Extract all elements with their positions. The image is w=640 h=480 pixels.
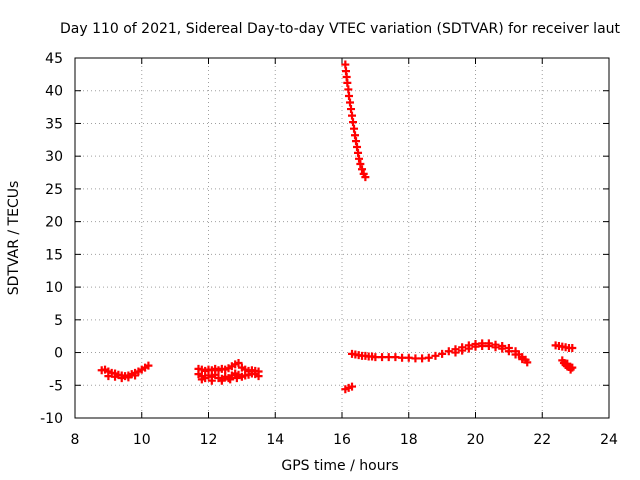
y-tick-label: 10 xyxy=(45,280,63,296)
data-point xyxy=(458,346,467,355)
data-point xyxy=(471,342,480,351)
data-point xyxy=(404,353,413,362)
chart-title: Day 110 of 2021, Sidereal Day-to-day VTE… xyxy=(60,21,621,37)
data-point xyxy=(371,353,380,362)
data-point xyxy=(226,375,235,384)
y-tick-label: 20 xyxy=(45,215,63,231)
data-point xyxy=(355,154,364,163)
grid xyxy=(75,58,609,418)
x-tick-label: 16 xyxy=(333,432,351,448)
y-tick-label: 40 xyxy=(45,84,63,100)
x-tick-label: 14 xyxy=(266,432,284,448)
data-point xyxy=(378,353,387,362)
data-point xyxy=(117,374,126,383)
data-point xyxy=(232,374,241,383)
data-point xyxy=(144,361,153,370)
data-point xyxy=(431,351,440,360)
data-point xyxy=(234,359,243,368)
data-point xyxy=(523,358,532,367)
data-point xyxy=(504,347,513,356)
data-point xyxy=(124,373,133,382)
y-tick-label: 30 xyxy=(45,149,63,165)
y-tick-label: 45 xyxy=(45,51,63,67)
y-tick-label: -5 xyxy=(49,378,63,394)
y-tick-label: 0 xyxy=(54,346,63,362)
data-point xyxy=(197,375,206,384)
x-tick-label: 10 xyxy=(133,432,151,448)
x-tick-label: 22 xyxy=(533,432,551,448)
data-point xyxy=(111,372,120,381)
y-tick-label: 15 xyxy=(45,247,63,263)
data-point xyxy=(438,349,447,358)
data-point xyxy=(207,376,216,385)
x-tick-label: 8 xyxy=(71,432,80,448)
x-axis-label: GPS time / hours xyxy=(281,458,398,474)
data-points xyxy=(97,60,577,394)
x-tick-label: 24 xyxy=(600,432,618,448)
data-point xyxy=(361,173,370,182)
y-tick-label: -10 xyxy=(40,411,63,427)
data-point xyxy=(131,371,140,380)
tick-labels: 8 10 12 14 16 18 20 22 24 45 40 35 30 25 20 15 10 5 0 -5 -10 xyxy=(40,51,618,448)
x-tick-label: 12 xyxy=(200,432,218,448)
data-point xyxy=(563,359,572,368)
y-axis-label: SDTVAR / TECUs xyxy=(6,181,22,296)
y-tick-label: 5 xyxy=(54,313,63,329)
x-tick-label: 20 xyxy=(467,432,485,448)
data-point xyxy=(348,382,357,391)
data-point xyxy=(418,354,427,363)
data-point xyxy=(444,347,453,356)
y-tick-label: 25 xyxy=(45,182,63,198)
data-point xyxy=(384,353,393,362)
data-point xyxy=(568,343,577,352)
data-point xyxy=(518,355,527,364)
data-point xyxy=(498,344,507,353)
data-point xyxy=(491,343,500,352)
data-point xyxy=(391,353,400,362)
data-point xyxy=(478,342,487,350)
x-tick-label: 18 xyxy=(400,432,418,448)
data-point xyxy=(464,344,473,353)
data-point xyxy=(217,376,226,385)
data-point xyxy=(451,348,460,357)
data-point xyxy=(566,365,575,374)
data-point xyxy=(104,372,113,381)
data-point xyxy=(424,353,433,362)
data-point xyxy=(484,342,493,350)
data-point xyxy=(398,353,407,362)
data-point xyxy=(358,165,367,174)
data-point xyxy=(511,350,520,359)
y-tick-label: 35 xyxy=(45,116,63,132)
data-point xyxy=(254,372,263,381)
data-point xyxy=(356,160,365,169)
data-point xyxy=(411,354,420,363)
plot-frame xyxy=(74,57,610,419)
